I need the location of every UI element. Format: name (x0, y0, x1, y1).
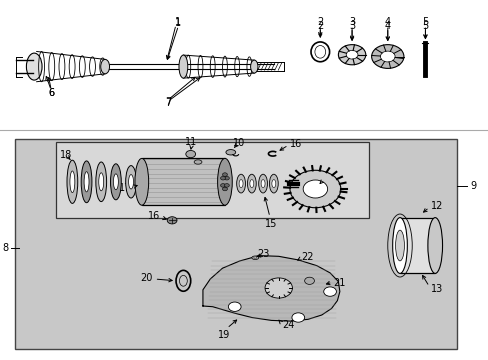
Text: 4: 4 (384, 21, 390, 31)
Circle shape (289, 170, 340, 208)
Ellipse shape (179, 55, 187, 78)
Bar (15, 139, 456, 349)
Text: 2: 2 (317, 21, 323, 31)
Ellipse shape (67, 160, 78, 203)
Circle shape (303, 180, 327, 198)
Text: 6: 6 (48, 88, 54, 98)
Text: 16: 16 (289, 139, 301, 149)
Ellipse shape (99, 173, 103, 191)
Text: 2: 2 (317, 17, 323, 27)
Text: 23: 23 (256, 249, 269, 259)
Circle shape (224, 184, 229, 187)
Circle shape (304, 277, 314, 284)
Ellipse shape (125, 166, 136, 198)
Circle shape (220, 176, 225, 180)
Text: 22: 22 (301, 252, 314, 262)
Text: 1: 1 (175, 17, 181, 27)
Circle shape (228, 302, 241, 311)
Circle shape (291, 313, 304, 322)
Bar (142, 158, 224, 205)
Text: 8: 8 (2, 243, 9, 253)
Ellipse shape (113, 174, 118, 190)
Text: 11: 11 (184, 137, 197, 147)
Circle shape (224, 176, 229, 180)
Bar (142, 158, 224, 205)
Text: 18: 18 (60, 150, 72, 160)
Text: 7: 7 (165, 98, 171, 108)
Bar (399, 217, 434, 274)
Ellipse shape (128, 175, 133, 189)
Ellipse shape (249, 180, 253, 188)
Circle shape (220, 184, 225, 187)
Ellipse shape (70, 171, 75, 193)
Ellipse shape (250, 60, 258, 73)
Text: 16: 16 (148, 211, 160, 221)
Circle shape (323, 287, 336, 296)
Text: 12: 12 (430, 201, 443, 211)
Circle shape (264, 278, 292, 298)
Text: 15: 15 (264, 219, 277, 229)
Ellipse shape (110, 164, 121, 200)
Text: 6: 6 (48, 87, 54, 98)
Text: 9: 9 (469, 181, 476, 192)
Text: 19: 19 (217, 330, 230, 341)
Ellipse shape (239, 180, 243, 188)
Circle shape (346, 50, 357, 59)
Text: 10: 10 (232, 138, 244, 148)
Bar (0, 0, 488, 130)
Circle shape (380, 51, 394, 62)
Circle shape (371, 45, 403, 68)
Ellipse shape (81, 161, 92, 203)
Text: 21: 21 (333, 278, 345, 288)
Ellipse shape (135, 158, 148, 205)
Circle shape (222, 187, 227, 191)
Text: 14: 14 (322, 174, 334, 184)
Ellipse shape (225, 150, 235, 155)
Bar (399, 217, 434, 274)
Text: 1: 1 (175, 18, 181, 28)
Circle shape (338, 45, 365, 65)
Text: 5: 5 (422, 21, 427, 31)
Ellipse shape (395, 230, 404, 261)
Ellipse shape (101, 59, 109, 74)
Circle shape (185, 150, 195, 158)
Ellipse shape (258, 174, 267, 193)
Ellipse shape (26, 53, 42, 80)
Text: 20: 20 (140, 273, 152, 283)
Text: 17: 17 (119, 183, 131, 193)
Ellipse shape (261, 180, 264, 188)
Ellipse shape (247, 174, 256, 193)
Ellipse shape (236, 174, 245, 193)
Circle shape (272, 285, 285, 294)
Ellipse shape (253, 257, 256, 258)
Ellipse shape (84, 172, 89, 192)
Text: 13: 13 (430, 284, 443, 294)
Polygon shape (203, 256, 339, 321)
Bar (56, 142, 368, 218)
Ellipse shape (427, 217, 442, 274)
Text: 3: 3 (348, 21, 354, 31)
Text: 5: 5 (422, 17, 427, 27)
Text: 3: 3 (348, 17, 354, 27)
Ellipse shape (194, 160, 202, 164)
Text: 24: 24 (282, 320, 294, 330)
Text: 4: 4 (384, 17, 390, 27)
Ellipse shape (392, 217, 407, 274)
Circle shape (167, 217, 177, 224)
Ellipse shape (251, 256, 258, 260)
Circle shape (222, 173, 227, 176)
Ellipse shape (269, 174, 278, 193)
Ellipse shape (217, 158, 232, 205)
Ellipse shape (271, 180, 275, 188)
Text: 7: 7 (165, 96, 171, 107)
Ellipse shape (96, 162, 106, 202)
